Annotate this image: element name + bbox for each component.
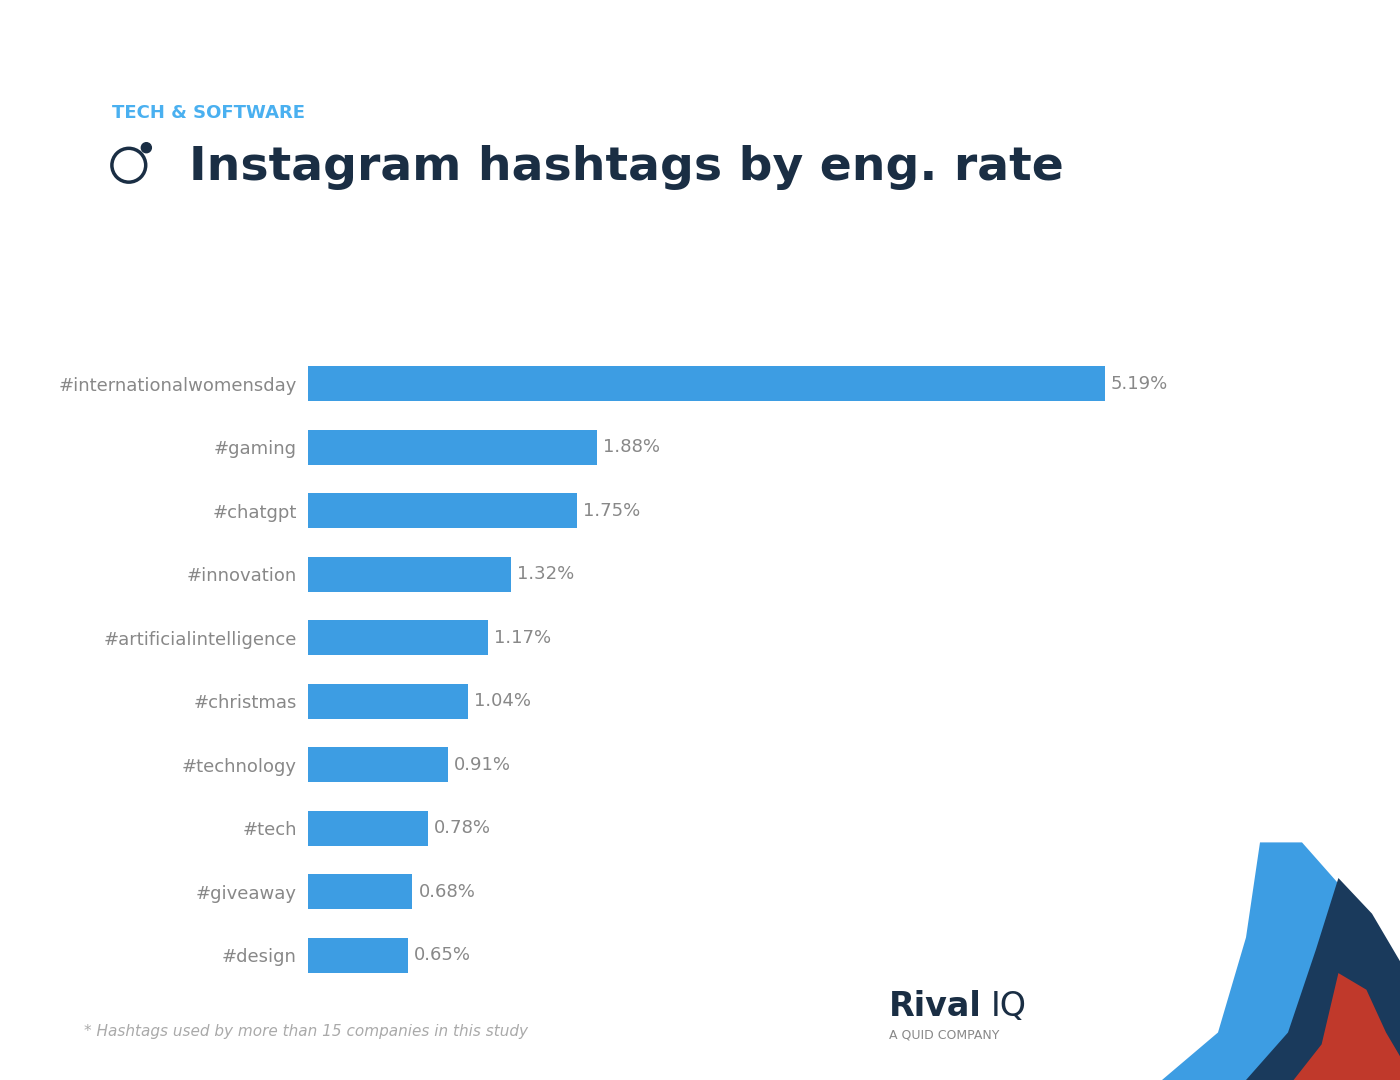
Polygon shape bbox=[1294, 973, 1400, 1080]
Text: 1.75%: 1.75% bbox=[582, 502, 640, 519]
Polygon shape bbox=[1162, 842, 1358, 1080]
Text: TECH & SOFTWARE: TECH & SOFTWARE bbox=[112, 105, 305, 122]
Text: 0.65%: 0.65% bbox=[414, 946, 470, 964]
Bar bbox=[308, 811, 428, 846]
Text: 1.32%: 1.32% bbox=[517, 565, 574, 583]
Polygon shape bbox=[1246, 878, 1400, 1080]
Text: IQ: IQ bbox=[991, 990, 1028, 1023]
Text: Instagram hashtags by eng. rate: Instagram hashtags by eng. rate bbox=[189, 145, 1064, 190]
Text: 0.68%: 0.68% bbox=[419, 883, 476, 901]
Text: 0.78%: 0.78% bbox=[434, 820, 491, 837]
Bar bbox=[308, 939, 407, 973]
Circle shape bbox=[141, 143, 151, 152]
Bar bbox=[308, 875, 413, 909]
Bar bbox=[308, 366, 1105, 401]
Text: 0.91%: 0.91% bbox=[454, 756, 511, 774]
Text: A QUID COMPANY: A QUID COMPANY bbox=[889, 1028, 1000, 1041]
Text: Rival: Rival bbox=[889, 990, 981, 1023]
Bar bbox=[308, 494, 577, 528]
Bar bbox=[308, 747, 448, 782]
Bar bbox=[308, 430, 596, 464]
Bar bbox=[308, 620, 487, 656]
Text: 1.17%: 1.17% bbox=[494, 629, 552, 647]
Bar bbox=[308, 684, 468, 719]
Text: 1.04%: 1.04% bbox=[473, 692, 531, 711]
Text: 1.88%: 1.88% bbox=[603, 438, 659, 456]
Text: 5.19%: 5.19% bbox=[1112, 375, 1169, 393]
Text: * Hashtags used by more than 15 companies in this study: * Hashtags used by more than 15 companie… bbox=[84, 1024, 528, 1039]
Bar bbox=[308, 557, 511, 592]
